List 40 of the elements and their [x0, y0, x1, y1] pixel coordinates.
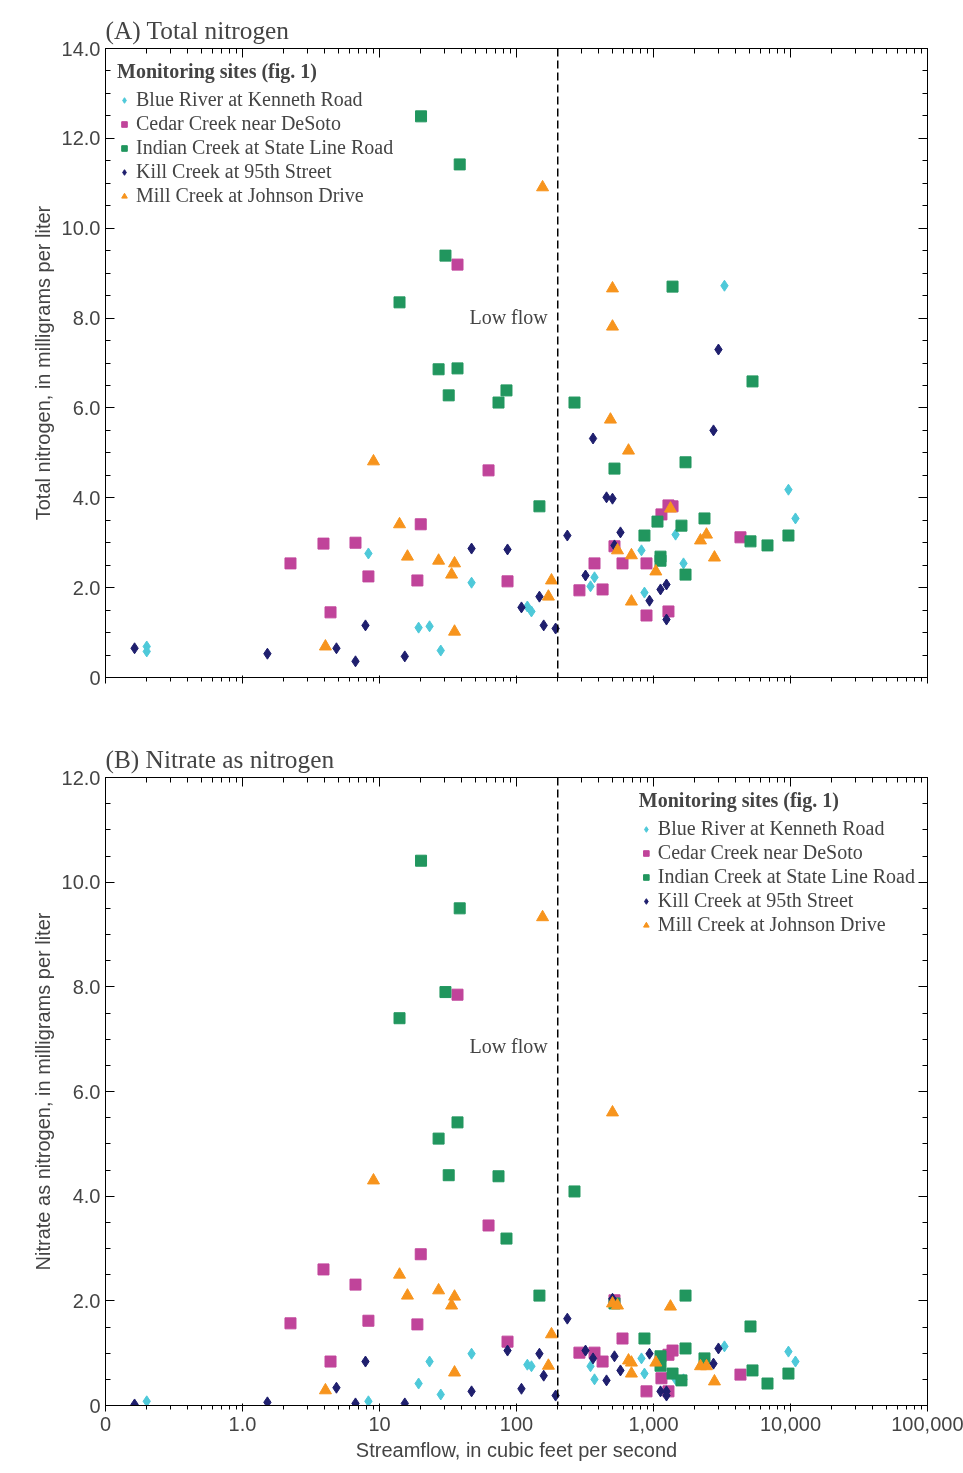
legend-label: Kill Creek at 95th Street [136, 160, 332, 183]
legend-title: Monitoring sites (fig. 1) [117, 60, 318, 83]
x-tick-label: 10,000 [759, 1412, 822, 1435]
chart-title: (B) Nitrate as nitrogen [105, 744, 335, 774]
x-tick-label: 10 [368, 1412, 391, 1435]
x-tick-label: 100,000 [891, 1412, 963, 1435]
y-tick-label: 2.0 [72, 576, 101, 599]
legend-label: Cedar Creek near DeSoto [136, 112, 341, 135]
x-tick-label: 1,000 [628, 1412, 679, 1435]
ref-line-label: Low flow [469, 306, 549, 329]
x-tick-label: 100 [499, 1412, 534, 1435]
y-tick-label: 14.0 [61, 37, 101, 60]
x-axis-title: Streamflow, in cubic feet per second [355, 1438, 678, 1461]
y-tick-label: 10.0 [61, 217, 101, 240]
legend-label: Kill Creek at 95th Street [657, 889, 854, 912]
legend-label: Indian Creek at State Line Road [657, 865, 915, 888]
legend-label: Indian Creek at State Line Road [136, 136, 394, 159]
legend-label: Blue River at Kenneth Road [657, 817, 885, 840]
y-tick-label: 2.0 [72, 1289, 101, 1312]
y-tick-label: 8.0 [72, 975, 101, 998]
y-tick-label: 10.0 [61, 871, 101, 894]
y-tick-label: 12.0 [61, 766, 101, 789]
y-tick-label: 4.0 [72, 486, 101, 509]
legend-label: Mill Creek at Johnson Drive [136, 184, 364, 207]
y-tick-label: 6.0 [72, 396, 101, 419]
y-tick-label: 4.0 [72, 1185, 101, 1208]
y-tick-label: 0 [89, 666, 101, 689]
chart-title: (A) Total nitrogen [105, 15, 290, 45]
y-axis-title: Total nitrogen, in milligrams per liter [31, 205, 54, 521]
y-tick-label: 6.0 [72, 1080, 101, 1103]
ref-line-label: Low flow [469, 1034, 549, 1057]
y-axis-title: Nitrate as nitrogen, in milligrams per liter [31, 912, 54, 1271]
legend-label: Mill Creek at Johnson Drive [657, 913, 886, 936]
legend-label: Cedar Creek near DeSoto [657, 841, 863, 864]
y-tick-label: 12.0 [61, 127, 101, 150]
legend-title: Monitoring sites (fig. 1) [638, 789, 840, 812]
y-tick-label: 8.0 [72, 307, 101, 330]
y-tick-label: 0 [89, 1394, 101, 1417]
x-tick-label: 1.0 [228, 1412, 257, 1435]
legend-label: Blue River at Kenneth Road [136, 88, 363, 111]
